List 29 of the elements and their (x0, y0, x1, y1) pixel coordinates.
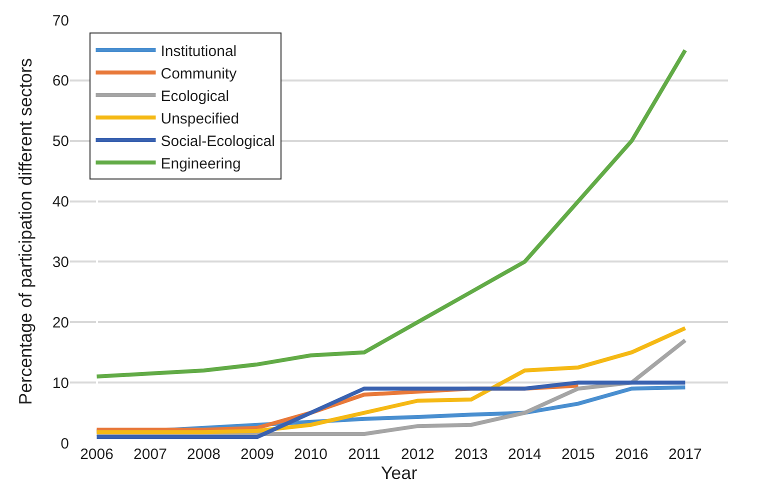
x-tick-label: 2009 (240, 446, 274, 463)
x-tick-label: 2014 (508, 446, 542, 463)
legend-label: Institutional (160, 42, 237, 60)
legend-label: Ecological (160, 88, 230, 105)
legend-label: Social-Ecological (160, 132, 275, 150)
x-tick-label: 2012 (401, 446, 434, 463)
x-axis-title: Year (380, 463, 418, 483)
x-tick-label: 2011 (348, 446, 380, 463)
x-tick-label: 2016 (615, 446, 648, 463)
y-tick-label: 20 (52, 314, 69, 332)
x-tick-label: 2008 (187, 446, 220, 463)
x-tick-label: 2013 (454, 446, 488, 463)
x-tick-label: 2015 (562, 446, 595, 463)
x-tick-label: 2017 (668, 446, 702, 463)
y-tick-label: 10 (52, 374, 69, 392)
x-tick-label: 2006 (80, 446, 114, 463)
y-axis-title: Percentage of participation different sectors (16, 58, 36, 405)
y-tick-label: 50 (52, 133, 69, 150)
y-tick-label: 60 (52, 72, 69, 90)
legend-label: Community (160, 65, 238, 82)
y-tick-label: 70 (52, 12, 69, 30)
line-series (94, 380, 688, 439)
legend-label: Unspecified (160, 110, 240, 128)
y-tick-label: 0 (60, 435, 69, 452)
legend-label: Engineering (160, 155, 241, 172)
y-tick-label: 40 (52, 194, 69, 211)
y-tick-label: 30 (52, 254, 69, 271)
x-tick-label: 2007 (134, 446, 167, 463)
x-tick-label: 2010 (294, 446, 328, 463)
